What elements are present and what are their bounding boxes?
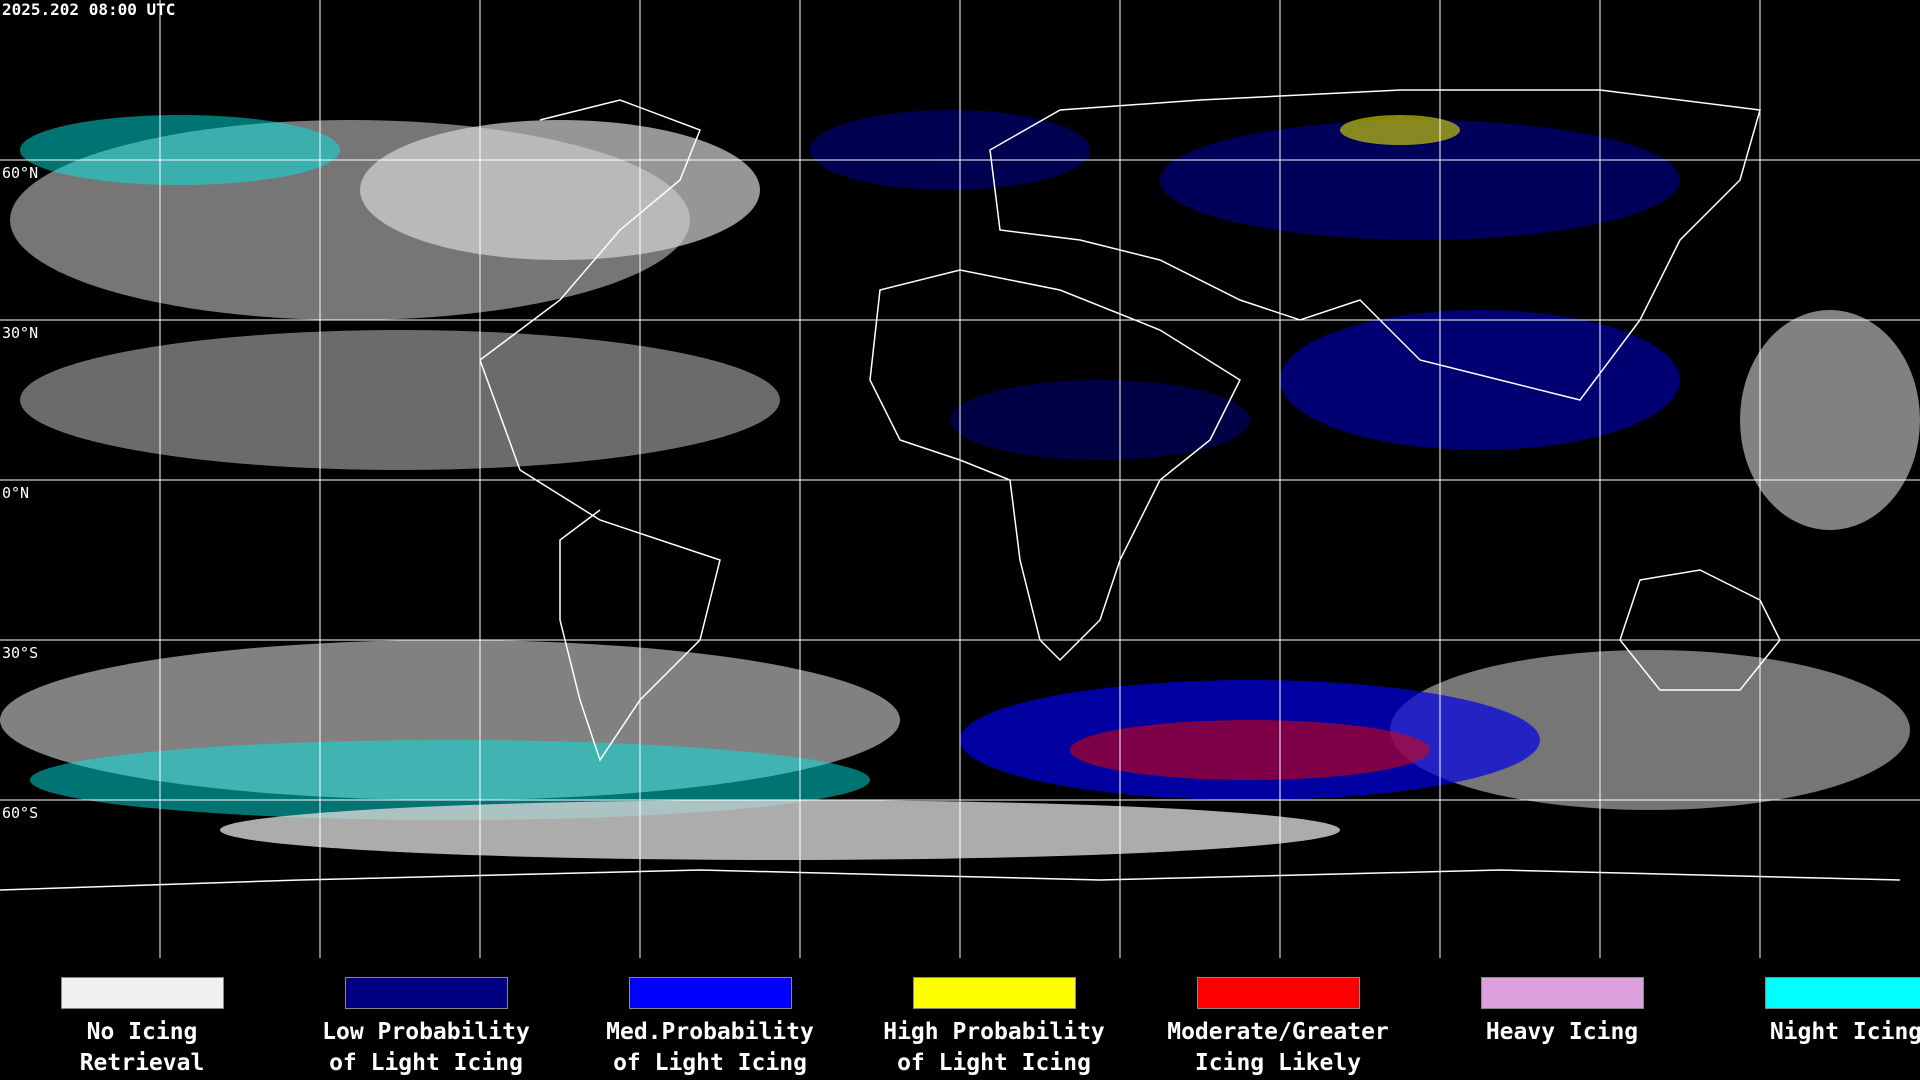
legend-swatch [912, 977, 1076, 1009]
lat-label: 30°S [2, 644, 38, 662]
legend-swatch [1196, 977, 1360, 1009]
legend-label: Night Icing [1704, 1017, 1920, 1048]
legend-label-line: Retrieval [79, 1050, 205, 1076]
legend-label: High Probability of Light Icing [852, 1017, 1136, 1079]
legend-label-line: Night Icing [1769, 1019, 1920, 1045]
legend-label-line: of Light Icing [613, 1050, 807, 1076]
legend-label-line: High Probability [883, 1019, 1105, 1045]
legend-label-line: Low Probability [322, 1019, 530, 1045]
legend-item: Low Probability of Light Icing [284, 977, 568, 1079]
legend-item: Night Icing [1704, 977, 1920, 1048]
lat-label: 60°S [2, 804, 38, 822]
lat-label: 0°N [2, 484, 29, 502]
legend-label-line: of Light Icing [329, 1050, 523, 1076]
legend-item: No Icing Retrieval [0, 977, 284, 1079]
timestamp: 2025.202 08:00 UTC [2, 0, 176, 19]
legend-swatch [1764, 977, 1920, 1009]
legend-label-line: Icing Likely [1194, 1050, 1362, 1076]
legend-item: Heavy Icing [1420, 977, 1704, 1048]
legend-label: Low Probability of Light Icing [284, 1017, 568, 1079]
legend-label: Med.Probability of Light Icing [568, 1017, 852, 1079]
legend: No Icing Retrieval Low Probability of Light… [0, 958, 1920, 1080]
legend-item: High Probability of Light Icing [852, 977, 1136, 1079]
map: 60°N 30°N 0°N 30°S 60°S [0, 0, 1920, 958]
graticule: 60°N 30°N 0°N 30°S 60°S [0, 0, 1920, 958]
lat-label: 30°N [2, 324, 38, 342]
legend-label-line: Heavy Icing [1485, 1019, 1639, 1045]
legend-swatch [1480, 977, 1644, 1009]
lat-label: 60°N [2, 164, 38, 182]
legend-label-line: of Light Icing [897, 1050, 1091, 1076]
legend-item: Moderate/Greater Icing Likely [1136, 977, 1420, 1079]
legend-label: Moderate/Greater Icing Likely [1136, 1017, 1420, 1079]
legend-label-line: No Icing [86, 1019, 198, 1045]
legend-swatch [344, 977, 508, 1009]
legend-label: No Icing Retrieval [0, 1017, 284, 1079]
legend-item: Med.Probability of Light Icing [568, 977, 852, 1079]
legend-swatch [628, 977, 792, 1009]
legend-label-line: Med.Probability [606, 1019, 814, 1045]
legend-swatch [60, 977, 224, 1009]
legend-label-line: Moderate/Greater [1167, 1019, 1389, 1045]
legend-label: Heavy Icing [1420, 1017, 1704, 1048]
